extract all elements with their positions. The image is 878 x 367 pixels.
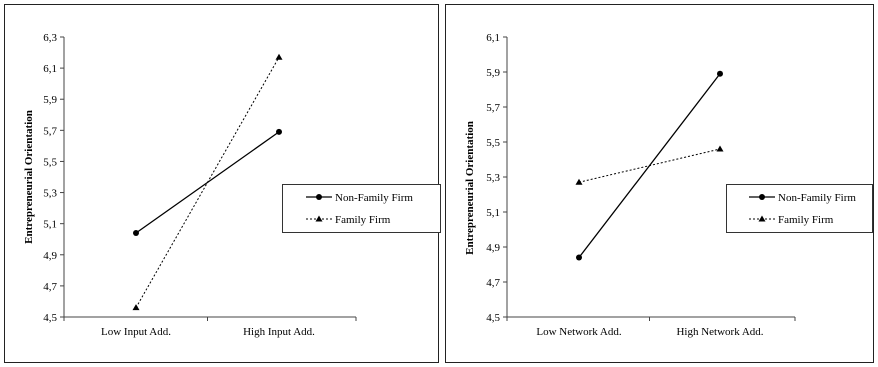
left-data-point-family-firm [132, 304, 140, 311]
right-y-axis-label: Entrepreneurial Orientation [464, 121, 476, 255]
left-series-line-family-firm [135, 56, 280, 308]
right-y-tick-label: 6,1 [486, 32, 500, 44]
right-data-point-non-family-firm [576, 254, 582, 261]
right-legend-label-family: Family Firm [778, 214, 834, 226]
left-data-point-family-firm [275, 53, 283, 60]
right-data-point-family-firm [716, 145, 724, 152]
right-legend: Non-Family Firm Family Firm [726, 184, 873, 233]
left-y-tick-label: 5,1 [43, 219, 57, 231]
right-y-tick-label: 4,9 [486, 242, 500, 254]
left-y-tick-label: 5,3 [43, 188, 57, 200]
right-x-tick-label: Low Network Add. [536, 326, 621, 338]
right-y-tick-label: 5,7 [486, 102, 500, 114]
right-chart-border [445, 4, 874, 363]
right-legend-box [726, 184, 873, 233]
left-y-tick-label: 4,9 [43, 250, 57, 262]
right-y-tick-label: 5,9 [486, 67, 500, 79]
left-legend-marker-non-family [316, 194, 322, 200]
left-y-tick-label: 5,5 [43, 156, 57, 168]
left-x-tick-label: Low Input Add. [101, 326, 171, 338]
left-legend-label-non-family: Non-Family Firm [335, 192, 413, 204]
right-x-ticks: Low Network Add. High Network Add. [506, 317, 796, 338]
right-legend-marker-non-family [759, 194, 765, 200]
right-y-tick-label: 5,1 [486, 207, 500, 219]
left-y-tick-label: 6,3 [43, 32, 57, 44]
right-x-tick-label: High Network Add. [676, 326, 763, 338]
left-data-point-non-family-firm [276, 128, 282, 135]
right-y-tick-label: 4,7 [486, 277, 500, 289]
right-y-tick-label: 5,5 [486, 137, 500, 149]
left-series [132, 53, 283, 311]
right-series [575, 70, 724, 261]
left-y-tick-label: 4,7 [43, 281, 57, 293]
left-y-tick-label: 6,1 [43, 63, 57, 75]
left-y-tick-label: 5,7 [43, 125, 57, 137]
right-data-point-family-firm [575, 178, 583, 185]
left-chart-border [4, 4, 439, 363]
left-legend-box [282, 184, 441, 233]
left-x-ticks: Low Input Add. High Input Add. [63, 317, 357, 338]
left-x-tick-label: High Input Add. [243, 326, 315, 338]
right-series-line-family-firm [578, 148, 721, 183]
left-data-point-non-family-firm [133, 230, 139, 236]
right-legend-marker-family [758, 215, 766, 222]
right-y-tick-label: 4,5 [486, 312, 500, 324]
left-y-ticks: 4,5 4,7 4,9 5,1 5,3 5,5 5,7 5,9 6,1 6,3 [43, 32, 64, 324]
right-y-tick-label: 5,3 [486, 172, 500, 184]
left-y-tick-label: 5,9 [43, 94, 57, 106]
left-legend-marker-family [315, 215, 323, 222]
left-y-tick-label: 4,5 [43, 312, 57, 324]
right-y-ticks: 4,5 4,7 4,9 5,1 5,3 5,5 5,7 5,9 6,1 [486, 32, 507, 324]
right-legend-label-non-family: Non-Family Firm [778, 192, 856, 204]
left-legend-label-family: Family Firm [335, 214, 391, 226]
right-chart: Entrepreneurial Orientation 4,5 4,7 4,9 5,1… [464, 32, 873, 338]
right-data-point-non-family-firm [717, 70, 723, 77]
left-legend: Non-Family Firm Family Firm [282, 184, 441, 233]
left-chart: Entrepreneurial Orientation 4,5 4,7 4,9 5,1… [23, 32, 441, 338]
left-y-axis-label: Entrepreneurial Orientation [23, 110, 35, 244]
